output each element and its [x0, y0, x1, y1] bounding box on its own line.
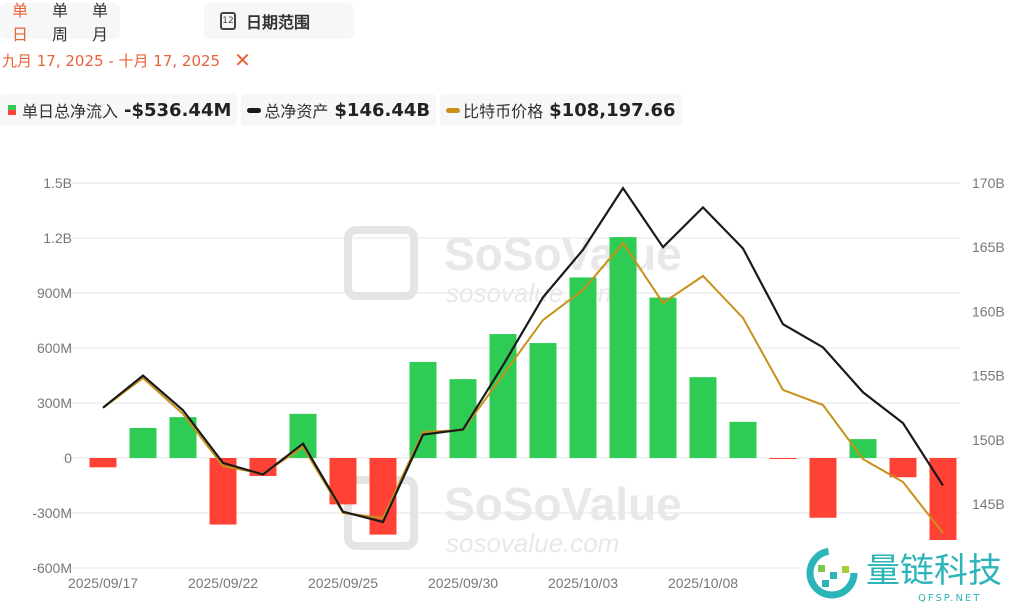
- left-tick-label: 300M: [37, 395, 72, 411]
- line-swatch-icon: [247, 107, 262, 113]
- logo-name: 量链科技: [866, 551, 1002, 591]
- left-tick-label: -300M: [32, 505, 72, 521]
- left-tick-label: 900M: [37, 285, 72, 301]
- bar-net-inflow[interactable]: [769, 458, 797, 459]
- legend: 单日总净流入 -$536.44M 总净资产 $146.44B 比特币价格 $10…: [0, 94, 682, 126]
- right-tick-label: 155B: [972, 368, 1005, 384]
- x-tick-label: 2025/09/30: [428, 575, 498, 591]
- legend-net-assets[interactable]: 总净资产 $146.44B: [241, 94, 437, 126]
- bar-net-inflow[interactable]: [849, 439, 877, 458]
- watermark-url: sosovalue.com: [446, 528, 619, 558]
- x-tick-label: 2025/10/08: [668, 575, 738, 591]
- period-tabs: 单日 单周 单月: [0, 1, 120, 44]
- bar-net-inflow[interactable]: [689, 377, 717, 458]
- x-tick-label: 2025/09/17: [68, 575, 138, 591]
- bar-net-inflow[interactable]: [889, 458, 917, 478]
- calendar-icon: 12: [220, 12, 236, 30]
- left-tick-label: 600M: [37, 340, 72, 356]
- legend-value: $108,197.66: [549, 99, 676, 121]
- bar-net-inflow[interactable]: [529, 343, 557, 458]
- tab-monthly[interactable]: 单月: [92, 1, 109, 44]
- watermark-logo-icon: [344, 226, 418, 300]
- date-range-label: 日期范围: [246, 13, 311, 32]
- bar-net-inflow[interactable]: [409, 361, 437, 458]
- left-tick-label: -600M: [32, 560, 72, 576]
- bar-net-inflow[interactable]: [129, 427, 157, 458]
- watermark-brand: SoSoValue: [444, 478, 682, 530]
- bar-net-inflow[interactable]: [209, 458, 237, 525]
- logo-pixel: [822, 580, 829, 587]
- logo-pixel: [818, 565, 825, 572]
- right-tick-label: 165B: [972, 239, 1005, 255]
- bar-net-inflow[interactable]: [609, 237, 637, 458]
- date-range-text: 九月 17, 2025 - 十月 17, 2025: [2, 51, 221, 70]
- right-tick-label: 145B: [972, 496, 1005, 512]
- x-tick-label: 2025/10/03: [548, 575, 618, 591]
- date-range: 九月 17, 2025 - 十月 17, 2025 ✕: [2, 48, 251, 72]
- x-tick-label: 2025/09/25: [308, 575, 378, 591]
- bar-net-inflow[interactable]: [89, 458, 117, 468]
- clear-date-icon[interactable]: ✕: [234, 48, 251, 72]
- legend-name: 比特币价格: [463, 102, 544, 121]
- left-tick-label: 1.2B: [43, 230, 72, 246]
- logo-url: QFSP.NET: [918, 593, 981, 604]
- legend-name: 总净资产: [264, 102, 329, 121]
- bar-net-inflow[interactable]: [649, 297, 677, 458]
- bar-net-inflow[interactable]: [809, 458, 837, 518]
- right-tick-label: 170B: [972, 175, 1005, 191]
- date-range-button[interactable]: 12 日期范围: [204, 3, 354, 39]
- legend-btc-price[interactable]: 比特币价格 $108,197.66: [440, 94, 682, 126]
- legend-name: 单日总净流入: [22, 102, 119, 121]
- tab-weekly[interactable]: 单周: [52, 1, 69, 44]
- bar-net-inflow[interactable]: [489, 334, 517, 458]
- legend-net-inflow[interactable]: 单日总净流入 -$536.44M: [0, 94, 238, 126]
- legend-value: -$536.44M: [124, 99, 232, 121]
- inflow-swatch-icon: [8, 105, 16, 115]
- right-tick-label: 150B: [972, 432, 1005, 448]
- line-swatch-icon: [446, 107, 461, 113]
- x-tick-label: 2025/09/22: [188, 575, 258, 591]
- legend-value: $146.44B: [334, 99, 431, 121]
- bar-net-inflow[interactable]: [929, 458, 957, 557]
- line-net-assets: [102, 186, 944, 524]
- logo-pixel: [842, 566, 849, 573]
- bar-net-inflow[interactable]: [569, 277, 597, 458]
- right-tick-label: 160B: [972, 303, 1005, 319]
- left-tick-label: 0: [64, 450, 72, 466]
- line-btc-price: [102, 241, 944, 534]
- bar-net-inflow[interactable]: [729, 421, 757, 458]
- left-tick-label: 1.5B: [43, 175, 72, 191]
- logo-icon: [806, 547, 858, 599]
- tab-daily[interactable]: 单日: [12, 1, 29, 44]
- logo-pixel: [830, 572, 837, 579]
